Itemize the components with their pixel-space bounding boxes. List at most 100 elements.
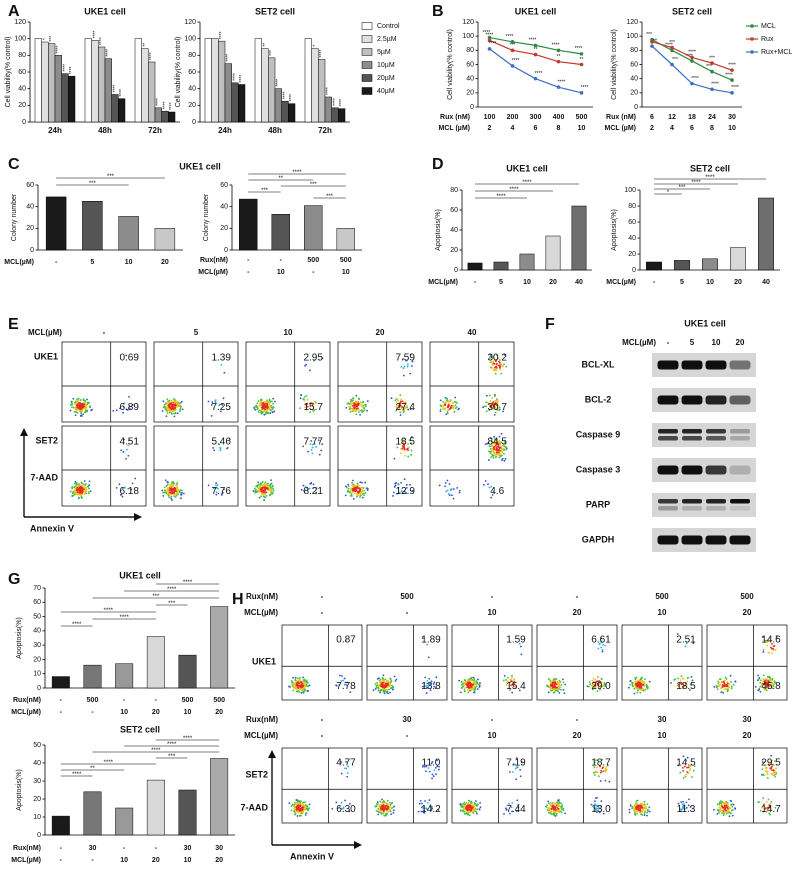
flow-event — [162, 410, 164, 412]
significance: *** — [706, 64, 712, 70]
flow-event — [363, 494, 365, 496]
bar — [179, 790, 196, 835]
flow-event — [75, 483, 77, 485]
panel-label: H — [232, 591, 244, 608]
quadrant-value: 14.7 — [761, 804, 781, 815]
flow-event — [491, 367, 493, 369]
flow-event — [394, 399, 396, 401]
flow-event — [171, 412, 173, 414]
significance: **** — [731, 85, 739, 91]
column-header: 40 — [468, 328, 477, 337]
x-tick-label: 40 — [762, 279, 770, 286]
y-tick-label: 30 — [33, 642, 41, 649]
flow-event — [80, 399, 82, 401]
band — [658, 436, 678, 441]
y-tick-label: 120 — [14, 19, 26, 26]
flow-event — [455, 404, 457, 406]
point — [511, 64, 515, 68]
flow-event — [448, 401, 450, 403]
flow-event — [501, 365, 503, 367]
significance: ** — [142, 43, 148, 47]
flow-event — [213, 449, 215, 451]
flow-event — [355, 405, 357, 407]
point — [511, 49, 515, 53]
flow-event — [407, 366, 409, 368]
flow-event — [720, 678, 722, 680]
y-tick-label: 0 — [634, 104, 638, 111]
quadrant-value: 15.4 — [506, 681, 526, 692]
flow-event — [463, 685, 465, 687]
point — [557, 49, 561, 53]
flow-event — [375, 683, 377, 685]
flow-event — [306, 395, 308, 397]
significance: **** — [489, 41, 497, 47]
significance: * — [312, 45, 318, 47]
significance: **** — [725, 72, 733, 78]
flow-event — [384, 693, 386, 695]
column-header: 10 — [488, 731, 497, 740]
flow-event — [305, 805, 307, 807]
quadrant-value: 7.78 — [336, 681, 356, 692]
flow-event — [270, 479, 272, 481]
flow-event — [425, 770, 427, 772]
flow-event — [492, 454, 494, 456]
y-tick-label: 0 — [224, 247, 228, 254]
flow-event — [493, 451, 495, 453]
bar — [225, 64, 232, 122]
x-tick-label: 40 — [575, 279, 583, 286]
band — [730, 429, 750, 434]
flow-event — [166, 398, 168, 400]
flow-event — [762, 797, 764, 799]
flow-event — [260, 404, 262, 406]
quadrant-value: 7.77 — [303, 437, 323, 448]
flow-event — [490, 451, 492, 453]
band — [730, 361, 751, 370]
quadrant-value: 1.39 — [211, 353, 231, 364]
significance: **** — [558, 79, 566, 85]
flow-event — [597, 771, 599, 773]
x-tick-label: 400 — [553, 114, 565, 121]
flow-event — [390, 813, 392, 815]
flow-event — [211, 415, 213, 417]
flow-event — [453, 488, 455, 490]
flow-event — [547, 800, 549, 802]
flow-event — [494, 395, 496, 397]
legend-swatch — [362, 75, 372, 82]
flow-event — [388, 689, 390, 691]
flow-event — [377, 803, 379, 805]
panel-label: A — [8, 3, 20, 20]
flow-event — [600, 800, 602, 802]
flow-event — [479, 686, 481, 688]
flow-event — [82, 413, 84, 415]
flow-event — [548, 807, 550, 809]
x-tick-label: 30 — [215, 845, 223, 852]
flow-event — [648, 807, 650, 809]
flow-event — [724, 684, 726, 686]
y-tick-label: 60 — [630, 61, 638, 68]
quadrant-value: 4.77 — [336, 758, 356, 769]
bar — [48, 44, 55, 122]
flow-event — [605, 780, 607, 782]
chart-title: UKE1 cell — [84, 6, 126, 16]
bar — [119, 216, 139, 250]
column-header: 20 — [376, 328, 385, 337]
y-tick-label: 100 — [14, 36, 26, 43]
flow-event — [403, 367, 405, 369]
flow-event — [563, 692, 565, 694]
column-header: - — [491, 592, 494, 601]
flow-event — [311, 449, 313, 451]
protein-label: PARP — [586, 499, 610, 509]
flow-event — [447, 480, 449, 482]
significance: *** — [168, 754, 176, 760]
flow-event — [120, 449, 122, 451]
bar — [337, 228, 355, 250]
flow-event — [723, 814, 725, 816]
flow-event — [164, 489, 166, 491]
x-tick-label: 24 — [708, 114, 716, 121]
flow-event — [452, 402, 454, 404]
quadrant-value: 12.9 — [395, 486, 415, 497]
flow-event — [503, 363, 505, 365]
flow-event — [428, 656, 430, 658]
flow-event — [561, 804, 563, 806]
x-axis-label: Annexin V — [30, 523, 74, 533]
